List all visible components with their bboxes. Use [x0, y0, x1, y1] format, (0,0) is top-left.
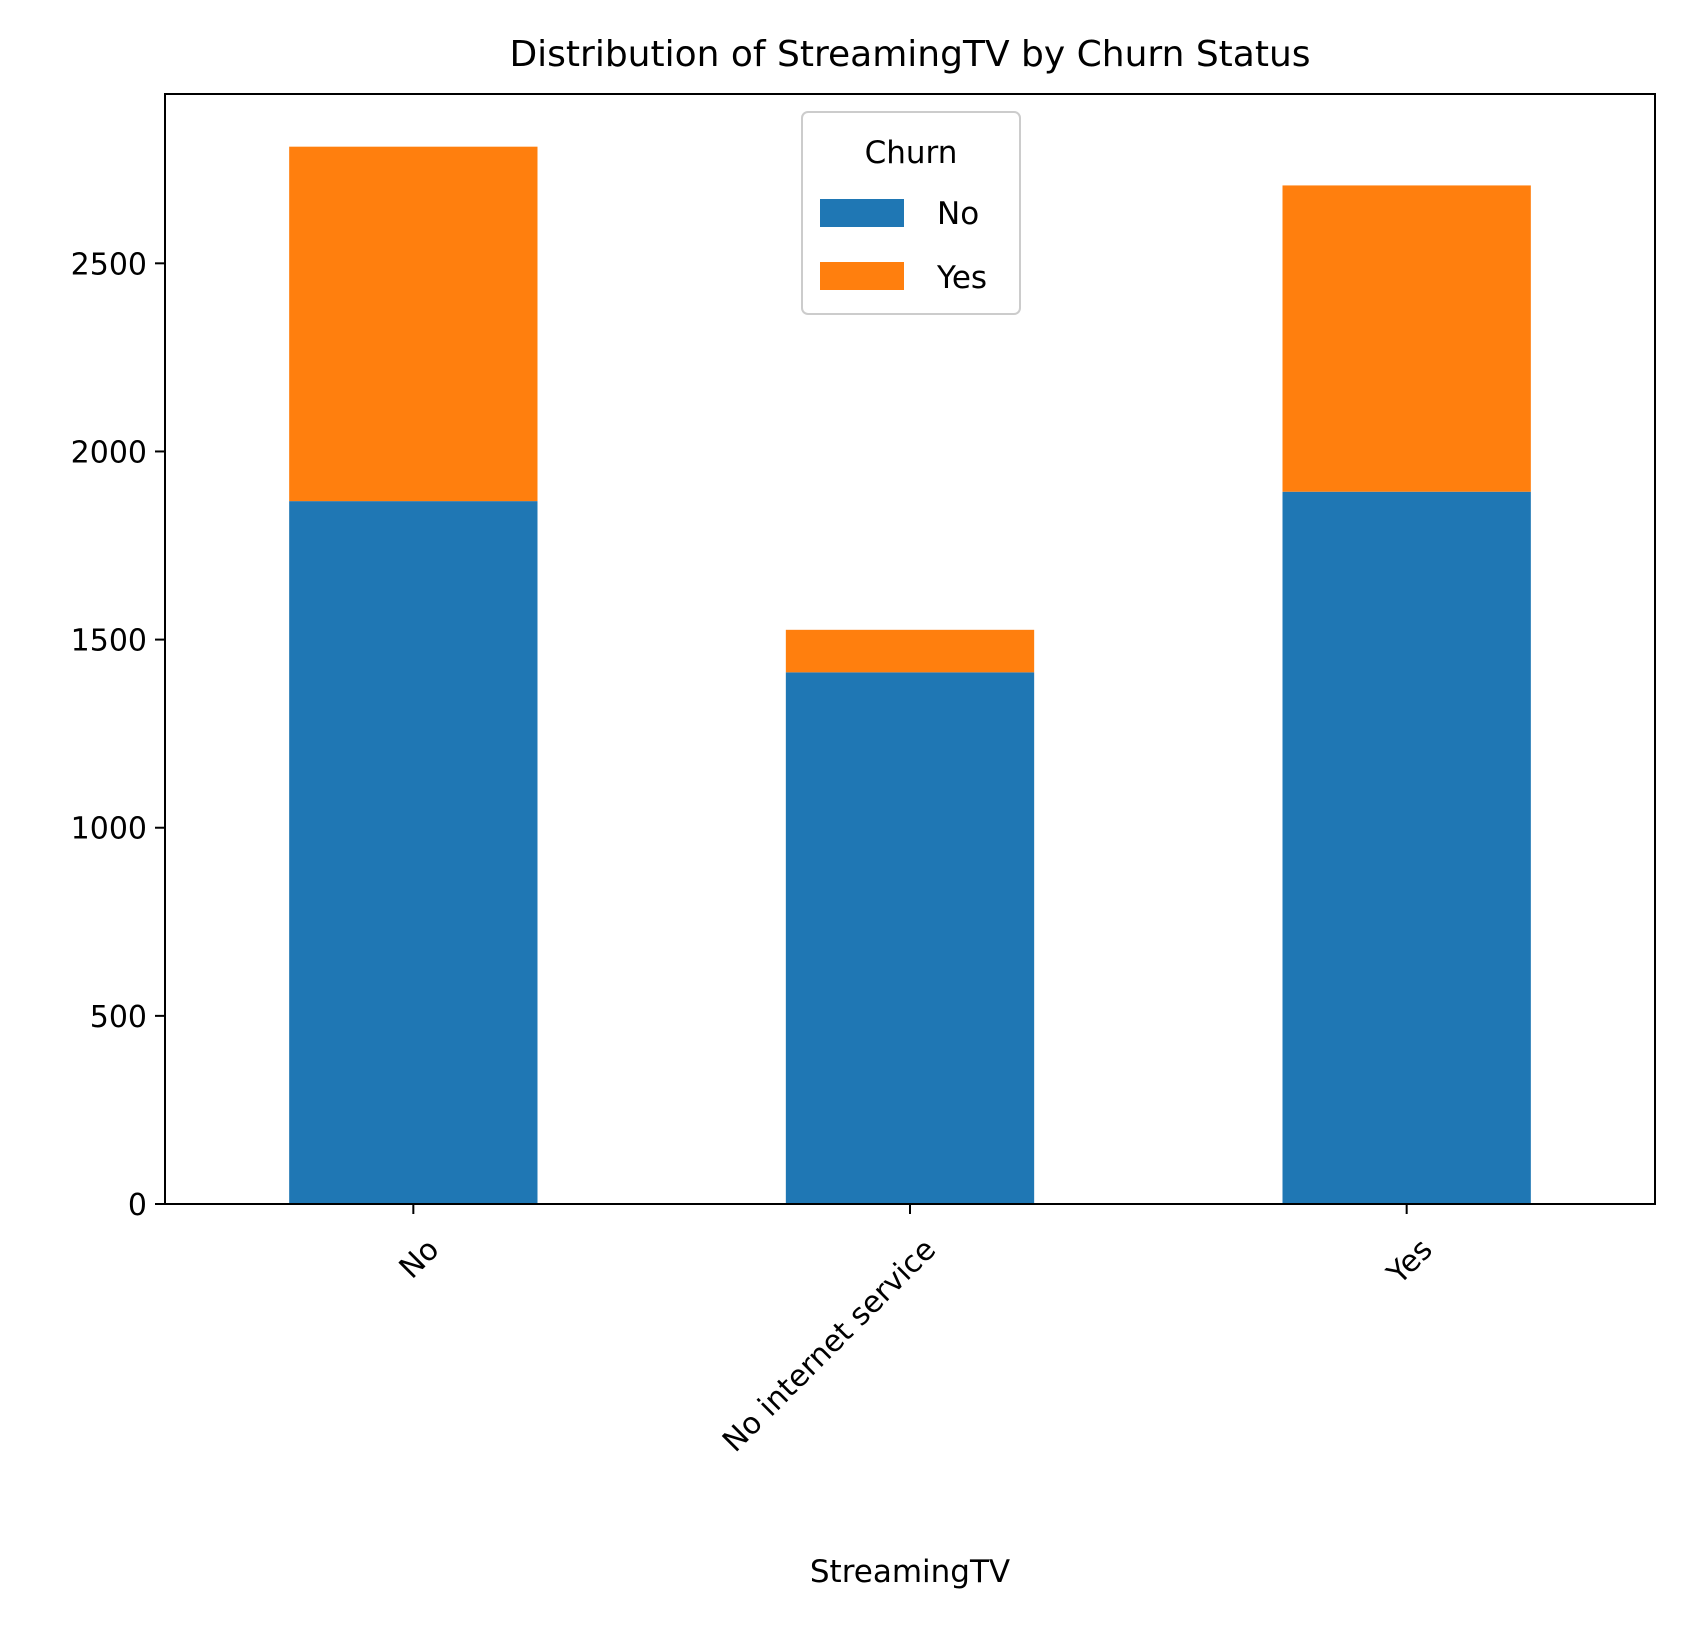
legend-swatch-yes: [820, 262, 904, 290]
legend-label-no: No: [937, 196, 979, 232]
x-tick-label: Yes: [1380, 1232, 1440, 1292]
bar-no-churn-no: [289, 501, 538, 1204]
bar-no-internet-service-churn-no: [785, 672, 1035, 1204]
x-tick-label: No internet service: [716, 1232, 943, 1459]
x-tick-label: No: [393, 1232, 447, 1286]
y-tick-label: 1500: [71, 624, 147, 659]
x-axis: No No internet service Yes: [393, 1204, 1440, 1459]
bar-yes-churn-yes: [1282, 185, 1531, 492]
y-tick-label: 0: [128, 1188, 147, 1223]
bar-no-churn-yes: [289, 146, 538, 502]
x-axis-label: StreamingTV: [810, 1554, 1010, 1590]
y-tick-label: 2500: [71, 247, 147, 282]
legend-title: Churn: [865, 135, 958, 171]
y-tick-label: 1000: [71, 812, 147, 847]
legend-label-yes: Yes: [936, 260, 987, 296]
bar-yes-churn-no: [1282, 491, 1531, 1205]
bars-group: [289, 146, 1531, 1205]
y-tick-label: 2000: [71, 435, 147, 470]
legend: Churn No Yes: [801, 111, 1021, 315]
y-axis: 0 500 1000 1500 2000 2500: [71, 247, 165, 1223]
chart-title: Distribution of StreamingTV by Churn Sta…: [509, 34, 1310, 75]
bar-no-internet-service-churn-yes: [785, 629, 1035, 673]
legend-swatch-no: [820, 199, 904, 227]
y-tick-label: 500: [90, 1000, 147, 1035]
